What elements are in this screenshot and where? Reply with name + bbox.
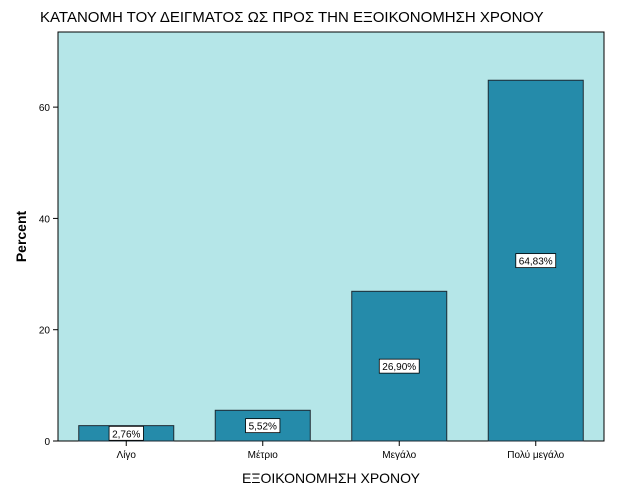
y-tick-label: 60 xyxy=(39,103,51,114)
x-tick-label: Λίγο xyxy=(117,449,137,461)
data-label-text: 64,83% xyxy=(519,257,553,268)
data-label-box xyxy=(515,253,557,269)
data-label-text: 2,76% xyxy=(112,429,140,440)
x-axis-title: ΕΞΟΙΚΟΝΟΜΗΣΗ ΧΡΟΝΟΥ xyxy=(242,470,421,486)
x-tick-label: Μέτριο xyxy=(248,449,279,461)
x-tick-label: Πολύ μεγάλο xyxy=(507,449,564,461)
data-label: 26,90% xyxy=(378,358,420,374)
y-axis-title: Percent xyxy=(13,210,29,262)
y-tick-label: 40 xyxy=(39,214,51,225)
y-axis-ticks: 0 20 40 60 xyxy=(39,103,58,448)
data-label-text: 5,52% xyxy=(249,422,277,433)
data-labels: 2,76% 5,52% 26,90% 64,83% xyxy=(108,253,557,441)
data-label: 5,52% xyxy=(245,418,281,434)
data-label-box xyxy=(108,425,144,441)
chart-title: ΚΑΤΑΝΟΜΗ ΤΟΥ ΔΕΙΓΜΑΤΟΣ ΩΣ ΠΡΟΣ ΤΗΝ ΕΞΟΙΚ… xyxy=(40,9,544,26)
data-label: 64,83% xyxy=(515,253,557,269)
data-label-box xyxy=(378,358,420,374)
y-tick-label: 20 xyxy=(39,326,51,337)
y-tick-label: 0 xyxy=(44,437,50,448)
x-axis-categories: Λίγο Μέτριο Μεγάλο Πολύ μεγάλο xyxy=(117,441,565,461)
x-tick-label: Μεγάλο xyxy=(382,449,416,461)
data-label: 2,76% xyxy=(108,425,144,441)
data-label-box xyxy=(245,418,281,434)
data-label-text: 26,90% xyxy=(382,362,416,373)
